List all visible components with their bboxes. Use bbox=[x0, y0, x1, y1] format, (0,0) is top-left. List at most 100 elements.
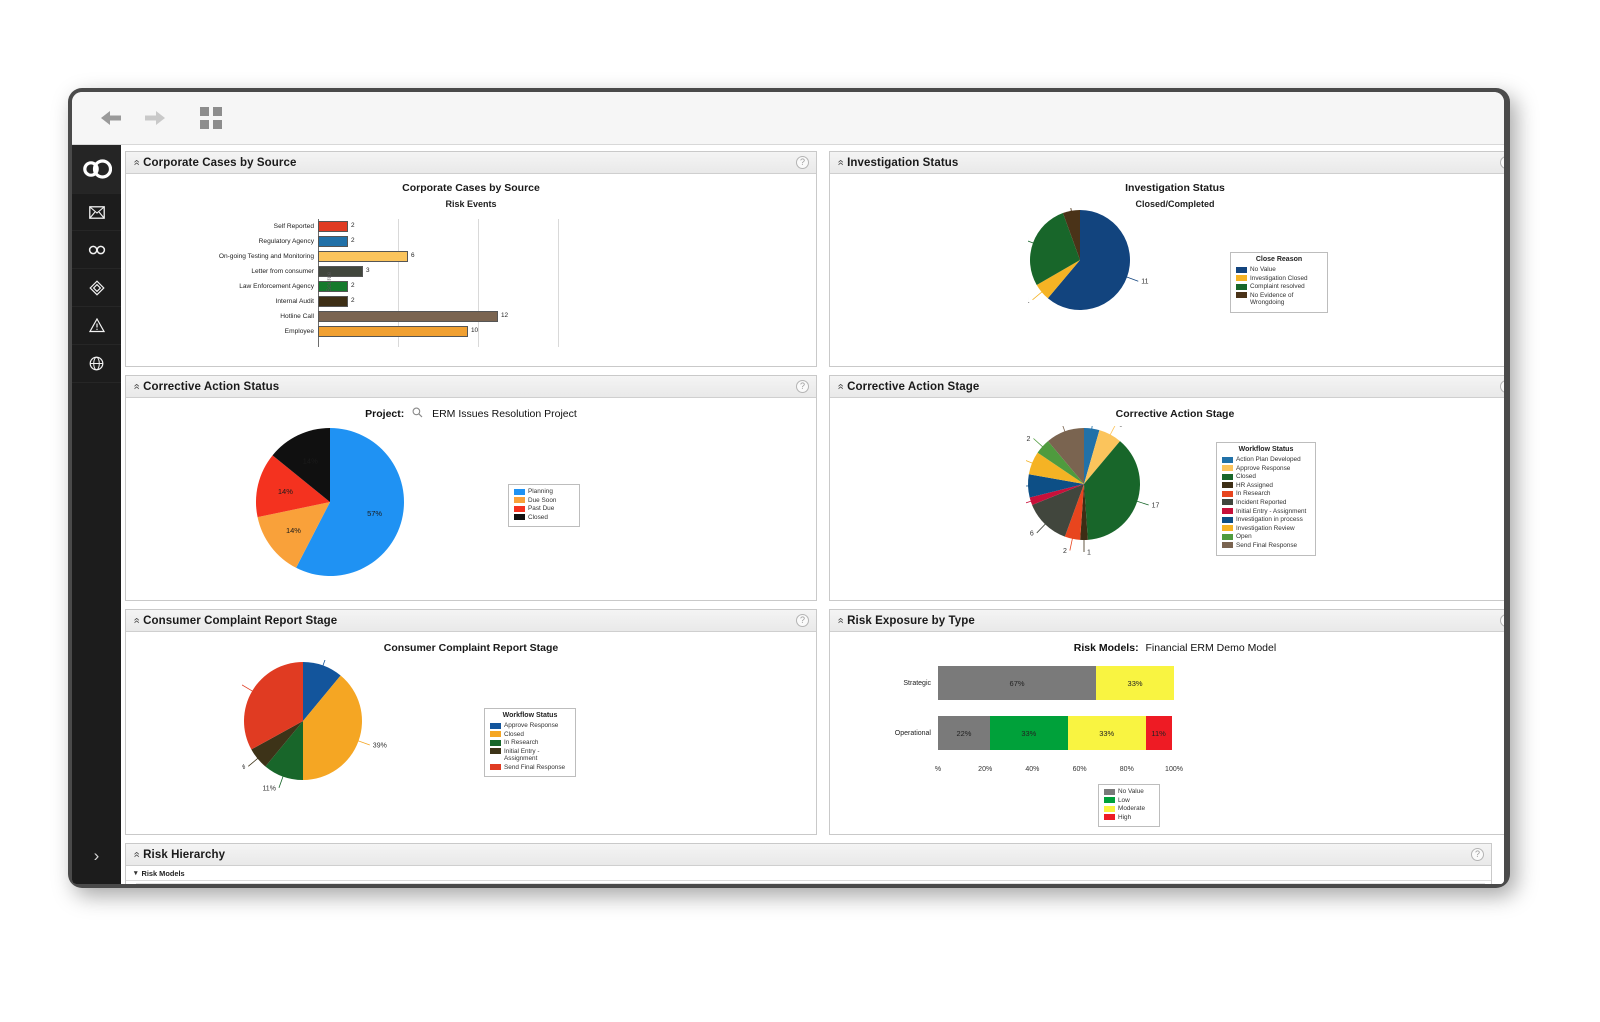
legend-item[interactable]: HR Assigned bbox=[1222, 482, 1310, 489]
collapse-icon[interactable]: « bbox=[130, 383, 143, 390]
legend-item[interactable]: Moderate bbox=[1104, 805, 1154, 812]
pie-slice[interactable] bbox=[296, 428, 404, 576]
legend-item[interactable]: Closed bbox=[514, 514, 574, 521]
project-value[interactable]: ERM Issues Resolution Project bbox=[432, 408, 577, 420]
bar-segment[interactable] bbox=[318, 266, 363, 277]
pie-slice[interactable] bbox=[244, 662, 303, 750]
help-icon[interactable]: ? bbox=[1500, 380, 1504, 393]
pie-slice[interactable] bbox=[1080, 484, 1088, 540]
pie-slice[interactable] bbox=[265, 721, 303, 780]
help-icon[interactable]: ? bbox=[1500, 614, 1504, 627]
pie-slice[interactable] bbox=[1030, 213, 1080, 285]
legend-label: Closed bbox=[1236, 473, 1256, 481]
legend-item[interactable]: Action Plan Developed bbox=[1222, 456, 1310, 463]
bar-track: 2 bbox=[318, 279, 756, 294]
pie-slice[interactable] bbox=[272, 428, 330, 502]
sidebar-item-globe[interactable] bbox=[72, 345, 121, 383]
legend-item[interactable]: Approve Response bbox=[490, 722, 570, 729]
pie-slice[interactable] bbox=[1032, 484, 1084, 537]
legend-item[interactable]: Send Final Response bbox=[490, 764, 570, 771]
collapse-icon[interactable]: « bbox=[834, 617, 847, 624]
risk-hierarchy-node[interactable]: Financial ERM Demo Model bbox=[136, 883, 1485, 884]
help-icon[interactable]: ? bbox=[796, 614, 809, 627]
legend-item[interactable]: In Research bbox=[1222, 490, 1310, 497]
legend-item[interactable]: Planning bbox=[514, 488, 574, 495]
legend-item[interactable]: Low bbox=[1104, 797, 1154, 804]
legend-item[interactable]: Closed bbox=[490, 731, 570, 738]
pie-slice[interactable] bbox=[257, 502, 330, 568]
pie-slice[interactable] bbox=[1028, 452, 1084, 484]
risk-models-value[interactable]: Financial ERM Demo Model bbox=[1145, 642, 1277, 654]
pie-slice[interactable] bbox=[1037, 441, 1084, 484]
pie-slice[interactable] bbox=[1084, 428, 1100, 484]
search-icon[interactable] bbox=[412, 407, 423, 418]
pie-slice[interactable] bbox=[1064, 484, 1084, 540]
pie-slice[interactable] bbox=[303, 662, 341, 721]
legend-item[interactable]: Investigation Closed bbox=[1236, 275, 1322, 282]
pie-slice[interactable] bbox=[1084, 430, 1120, 484]
bar-segment[interactable] bbox=[318, 251, 408, 262]
legend-item[interactable]: Initial Entry - Assignment bbox=[1222, 508, 1310, 515]
collapse-icon[interactable]: « bbox=[834, 383, 847, 390]
legend-item[interactable]: Approve Response bbox=[1222, 465, 1310, 472]
risk-models-group-header[interactable]: ▾ Risk Models bbox=[126, 866, 1491, 881]
bar-segment[interactable] bbox=[318, 236, 348, 247]
help-icon[interactable]: ? bbox=[796, 380, 809, 393]
collapse-icon[interactable]: « bbox=[130, 617, 143, 624]
bar-segment[interactable]: 33% bbox=[1096, 666, 1174, 700]
bar-row: Hotline Call 12 bbox=[206, 309, 756, 324]
legend-item[interactable]: Investigation Review bbox=[1222, 525, 1310, 532]
legend-item[interactable]: Incident Reported bbox=[1222, 499, 1310, 506]
pie-slice[interactable] bbox=[1084, 441, 1140, 540]
help-icon[interactable]: ? bbox=[1471, 848, 1484, 861]
pie-slice[interactable] bbox=[251, 721, 303, 767]
help-icon[interactable]: ? bbox=[796, 156, 809, 169]
project-label: Project: bbox=[365, 408, 405, 420]
collapse-icon[interactable]: « bbox=[130, 851, 143, 858]
bar-segment[interactable] bbox=[318, 326, 468, 337]
legend-item[interactable]: High bbox=[1104, 814, 1154, 821]
pie-slice[interactable] bbox=[1036, 260, 1080, 299]
pie-slice[interactable] bbox=[1062, 210, 1080, 260]
arrow-right-icon[interactable] bbox=[142, 107, 168, 129]
grid-apps-icon[interactable] bbox=[200, 107, 222, 129]
bar-segment[interactable]: 67% bbox=[938, 666, 1097, 700]
bar-segment[interactable]: 33% bbox=[989, 716, 1068, 750]
legend-item[interactable]: Send Final Response bbox=[1222, 542, 1310, 549]
app-logo-infinity[interactable] bbox=[72, 145, 121, 193]
pie-slice[interactable] bbox=[1047, 210, 1130, 310]
bar-segment[interactable]: 22% bbox=[938, 716, 990, 750]
chart-legend: Workflow Status Approve Response Closed In … bbox=[484, 708, 576, 778]
sidebar-item-infinity[interactable] bbox=[72, 231, 121, 269]
legend-item[interactable]: Investigation in process bbox=[1222, 516, 1310, 523]
sidebar-item-warning[interactable] bbox=[72, 307, 121, 345]
bar-segment[interactable] bbox=[318, 281, 348, 292]
legend-item[interactable]: In Research bbox=[490, 739, 570, 746]
pie-slice[interactable] bbox=[256, 455, 330, 518]
help-icon[interactable]: ? bbox=[1500, 156, 1504, 169]
legend-item[interactable]: Initial Entry - Assignment bbox=[490, 748, 570, 763]
legend-item[interactable]: Open bbox=[1222, 533, 1310, 540]
legend-item[interactable]: No Value bbox=[1236, 266, 1322, 273]
pie-slice[interactable] bbox=[303, 675, 362, 780]
pie-slice[interactable] bbox=[1029, 484, 1084, 505]
collapse-icon[interactable]: « bbox=[130, 159, 143, 166]
bar-segment[interactable] bbox=[318, 296, 348, 307]
legend-item[interactable]: No Value bbox=[1104, 788, 1154, 795]
sidebar-item-diamond[interactable] bbox=[72, 269, 121, 307]
legend-item[interactable]: Closed bbox=[1222, 473, 1310, 480]
pie-slice[interactable] bbox=[1048, 428, 1084, 484]
collapse-icon[interactable]: « bbox=[834, 159, 847, 166]
legend-item[interactable]: Past Due bbox=[514, 505, 574, 512]
pie-slice[interactable] bbox=[1028, 474, 1084, 498]
legend-item[interactable]: No Evidence of Wrongdoing bbox=[1236, 292, 1322, 307]
legend-item[interactable]: Complaint resolved bbox=[1236, 283, 1322, 290]
bar-segment[interactable] bbox=[318, 311, 498, 322]
arrow-left-icon[interactable] bbox=[98, 107, 124, 129]
sidebar-item-mail[interactable] bbox=[72, 193, 121, 231]
bar-segment[interactable]: 33% bbox=[1067, 716, 1146, 750]
bar-segment[interactable]: 11% bbox=[1145, 716, 1172, 750]
sidebar-expand-button[interactable]: › bbox=[72, 828, 121, 884]
legend-item[interactable]: Due Soon bbox=[514, 497, 574, 504]
bar-segment[interactable] bbox=[318, 221, 348, 232]
